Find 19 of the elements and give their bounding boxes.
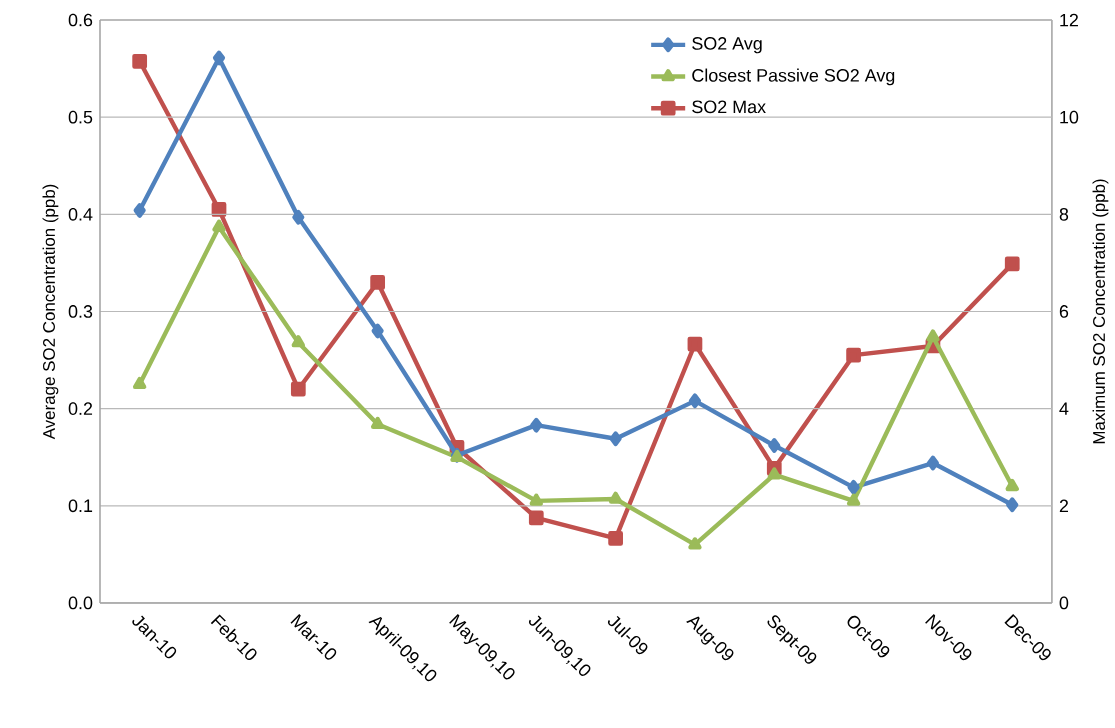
y-tick-label: 0.6: [68, 13, 93, 27]
y-tick-label: 0.2: [68, 402, 93, 416]
legend-label: SO2 Max: [692, 100, 766, 114]
y2-tick-label: 12: [1060, 13, 1078, 27]
y2-tick-label: 6: [1059, 305, 1069, 318]
y2-tick-label: 0: [1059, 596, 1069, 610]
legend-label: Closest Passive SO2 Avg: [692, 68, 895, 86]
y-tick-label: 0.5: [68, 110, 93, 124]
y2-tick-label: 4: [1059, 402, 1069, 415]
y2-axis-title: Maximum SO2 Concentration (ppb): [1092, 179, 1109, 444]
y-axis-title: Average SO2 Concentration (ppb): [42, 184, 59, 440]
legend-label: SO2 Avg: [692, 37, 762, 54]
y-tick-label: 0.1: [68, 499, 93, 513]
y-tick-label: 0.0: [68, 596, 93, 610]
y2-tick-label: 10: [1060, 110, 1079, 124]
y-tick-label: 0.3: [68, 305, 93, 318]
y2-tick-label: 8: [1059, 207, 1069, 221]
y-tick-label: 0.4: [68, 207, 93, 221]
y2-tick-label: 2: [1059, 499, 1069, 513]
